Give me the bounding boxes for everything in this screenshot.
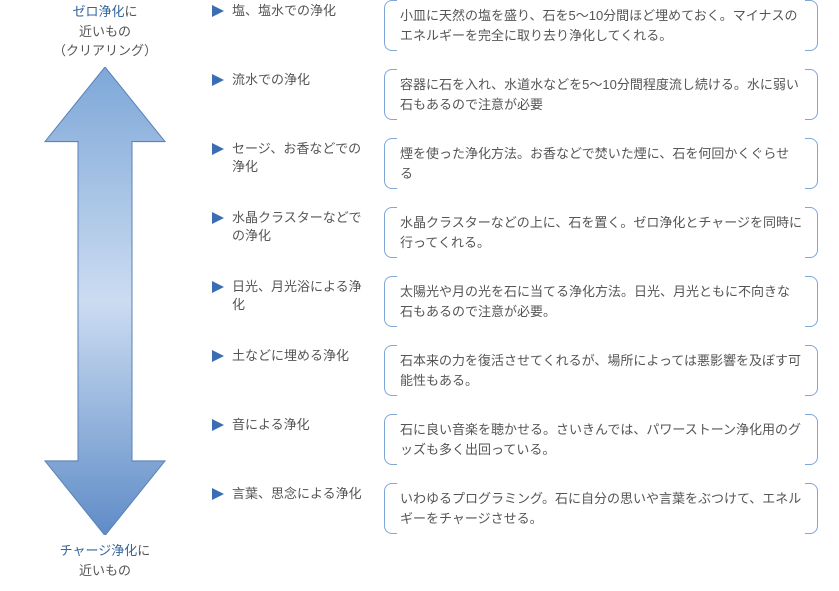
method-description: 石に良い音楽を聴かせる。さいきんでは、パワーストーン浄化用のグッズも多く出回って… xyxy=(382,414,820,465)
axis-label-top-highlight: ゼロ浄化 xyxy=(72,4,124,19)
bullet-icon xyxy=(210,348,232,367)
double-arrow-icon xyxy=(40,67,170,536)
method-title: 音による浄化 xyxy=(232,414,382,434)
method-row: 塩、塩水での浄化小皿に天然の塩を盛り、石を5～10分間ほど埋めておく。マイナスの… xyxy=(210,0,820,51)
method-title: 言葉、思念による浄化 xyxy=(232,483,382,503)
method-row: 流水での浄化容器に石を入れ、水道水などを5～10分間程度流し続ける。水に弱い石も… xyxy=(210,69,820,120)
method-title: 塩、塩水での浄化 xyxy=(232,0,382,20)
method-description: 容器に石を入れ、水道水などを5～10分間程度流し続ける。水に弱い石もあるので注意… xyxy=(382,69,820,120)
method-description: 小皿に天然の塩を盛り、石を5～10分間ほど埋めておく。マイナスのエネルギーを完全… xyxy=(382,0,820,51)
bullet-icon xyxy=(210,486,232,505)
bullet-icon xyxy=(210,141,232,160)
axis-label-bottom: チャージ浄化に 近いもの xyxy=(60,541,151,580)
axis-label-top: ゼロ浄化に 近いもの （クリアリング） xyxy=(53,2,157,61)
method-row: 言葉、思念による浄化いわゆるプログラミング。石に自分の思いや言葉をぶつけて、エネ… xyxy=(210,483,820,534)
method-description: 石本来の力を復活させてくれるが、場所によっては悪影響を及ぼす可能性もある。 xyxy=(382,345,820,396)
method-description: 太陽光や月の光を石に当てる浄化方法。日光、月光ともに不向きな石もあるので注意が必… xyxy=(382,276,820,327)
method-title: 水晶クラスターなどでの浄化 xyxy=(232,207,382,245)
method-title: 流水での浄化 xyxy=(232,69,382,89)
method-title: セージ、お香などでの浄化 xyxy=(232,138,382,176)
method-title: 日光、月光浴による浄化 xyxy=(232,276,382,314)
method-title: 土などに埋める浄化 xyxy=(232,345,382,365)
method-description: いわゆるプログラミング。石に自分の思いや言葉をぶつけて、エネルギーをチャージさせ… xyxy=(382,483,820,534)
bullet-icon xyxy=(210,72,232,91)
bullet-icon xyxy=(210,3,232,22)
method-row: 水晶クラスターなどでの浄化水晶クラスターなどの上に、石を置く。ゼロ浄化とチャージ… xyxy=(210,207,820,258)
method-row: セージ、お香などでの浄化煙を使った浄化方法。お香などで焚いた煙に、石を何回かくぐ… xyxy=(210,138,820,189)
method-description: 煙を使った浄化方法。お香などで焚いた煙に、石を何回かくぐらせる xyxy=(382,138,820,189)
method-row: 日光、月光浴による浄化太陽光や月の光を石に当てる浄化方法。日光、月光ともに不向き… xyxy=(210,276,820,327)
method-description: 水晶クラスターなどの上に、石を置く。ゼロ浄化とチャージを同時に行ってくれる。 xyxy=(382,207,820,258)
methods-list: 塩、塩水での浄化小皿に天然の塩を盛り、石を5～10分間ほど埋めておく。マイナスの… xyxy=(210,0,820,552)
method-row: 土などに埋める浄化石本来の力を復活させてくれるが、場所によっては悪影響を及ぼす可… xyxy=(210,345,820,396)
bullet-icon xyxy=(210,417,232,436)
method-row: 音による浄化石に良い音楽を聴かせる。さいきんでは、パワーストーン浄化用のグッズも… xyxy=(210,414,820,465)
bullet-icon xyxy=(210,279,232,298)
spectrum-axis: ゼロ浄化に 近いもの （クリアリング） チャージ浄化に 近いもの xyxy=(20,0,190,580)
bullet-icon xyxy=(210,210,232,229)
axis-label-bottom-highlight: チャージ浄化 xyxy=(60,543,138,558)
